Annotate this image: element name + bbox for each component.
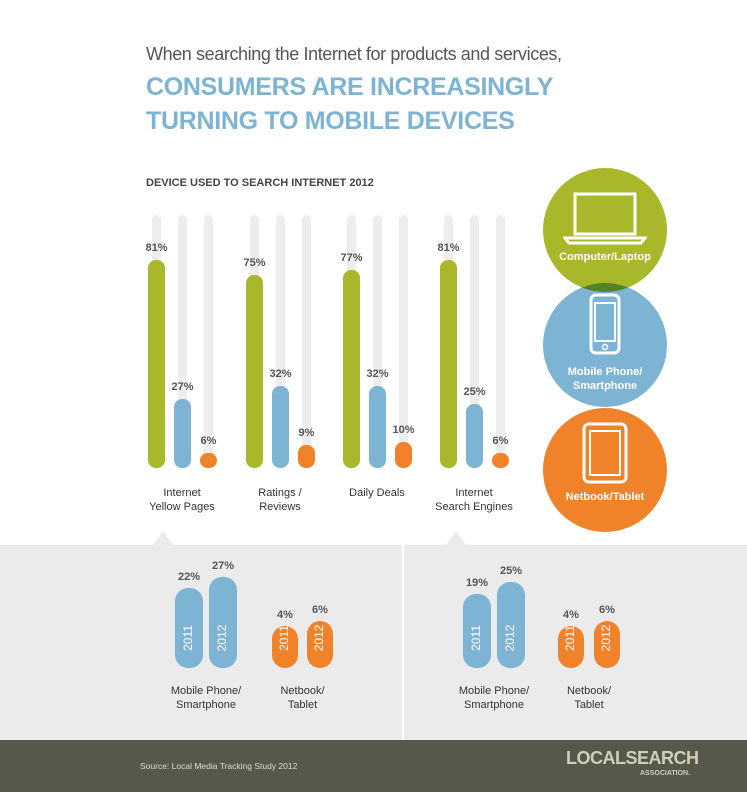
pointer [153, 531, 173, 545]
bar: 2011 [558, 625, 584, 668]
bar [298, 444, 315, 468]
bar [343, 270, 360, 468]
legend-icon [543, 293, 667, 362]
bar [395, 442, 412, 468]
group-label: Mobile Phone/ Smartphone [170, 685, 242, 711]
value-label: 4% [277, 608, 293, 621]
track [204, 215, 213, 468]
value-label: 77% [340, 252, 363, 265]
legend-circle [543, 168, 667, 292]
bar [148, 259, 165, 468]
legend-icon [543, 190, 667, 251]
category-label: Internet Yellow Pages [149, 487, 215, 513]
track [496, 215, 505, 468]
value-label: 19% [465, 577, 489, 590]
track [276, 215, 285, 468]
divider [402, 545, 404, 740]
value-label: 10% [392, 424, 415, 437]
bottom-panel [0, 545, 747, 740]
value-label: 6% [312, 604, 328, 617]
value-label: 32% [366, 367, 389, 380]
year-label: 2011 [563, 625, 577, 651]
bar [440, 259, 457, 468]
bar [246, 275, 263, 468]
value-label: 4% [563, 608, 579, 621]
track [470, 215, 479, 468]
value-label: 25% [499, 564, 523, 577]
category-label: Daily Deals [349, 487, 405, 499]
group-label: Netbook/ Tablet [280, 685, 325, 711]
value-label: 9% [298, 426, 315, 439]
bar [369, 385, 386, 468]
category-label: Internet Search Engines [435, 487, 513, 513]
value-label: 25% [463, 385, 486, 398]
chart-title: DEVICE USED TO SEARCH INTERNET 2012 [146, 177, 374, 189]
logo: LOCALSEARCH [566, 748, 699, 768]
track [302, 215, 311, 468]
year-label: 2012 [503, 624, 517, 652]
value-label: 81% [145, 241, 168, 254]
bar [200, 452, 217, 468]
track [178, 215, 187, 468]
bar [492, 452, 509, 468]
group-label: Netbook/ Tablet [566, 685, 612, 711]
value-label: 81% [437, 241, 460, 254]
year-label: 2012 [215, 624, 229, 652]
intro: When searching the Internet for products… [146, 44, 562, 64]
track [373, 215, 382, 468]
bar: 2012 [209, 577, 237, 668]
year-label: 2011 [469, 625, 483, 651]
legend-label: Mobile Phone/ Smartphone [567, 366, 643, 392]
legend-label: Netbook/Tablet [565, 491, 645, 503]
value-label: 27% [211, 560, 235, 573]
bar: 2012 [307, 621, 333, 668]
category-label: Ratings / Reviews [258, 487, 302, 513]
bar [272, 385, 289, 468]
value-label: 6% [599, 604, 615, 617]
legend-circle [543, 408, 667, 532]
value-label: 75% [243, 257, 266, 270]
year-label: 2012 [599, 624, 613, 652]
bar: 2012 [594, 621, 620, 668]
group-label: Mobile Phone/ Smartphone [458, 685, 530, 711]
value-label: 6% [200, 434, 217, 447]
value-label: 32% [269, 367, 292, 380]
bar: 2012 [497, 581, 525, 668]
year-label: 2011 [277, 625, 291, 651]
year-label: 2011 [181, 625, 195, 651]
bar: 2011 [463, 594, 491, 668]
value-label: 27% [171, 380, 194, 393]
track [399, 215, 408, 468]
source: Source: Local Media Tracking Study 2012 [140, 761, 298, 771]
year-label: 2012 [312, 624, 326, 652]
pointer [446, 531, 466, 545]
footer [0, 740, 747, 792]
headline: CONSUMERS ARE INCREASINGLY TURNING TO MO… [146, 73, 554, 135]
bar [174, 398, 191, 468]
value-label: 6% [492, 434, 509, 447]
legend-icon [543, 422, 667, 489]
bar: 2011 [272, 625, 298, 668]
legend-label: Computer/Laptop [559, 251, 651, 263]
bar: 2011 [175, 587, 203, 668]
legend-circle [543, 283, 667, 407]
bar [466, 403, 483, 468]
value-label: 22% [177, 570, 201, 583]
logo-tagline: ASSOCIATION. [640, 770, 691, 777]
